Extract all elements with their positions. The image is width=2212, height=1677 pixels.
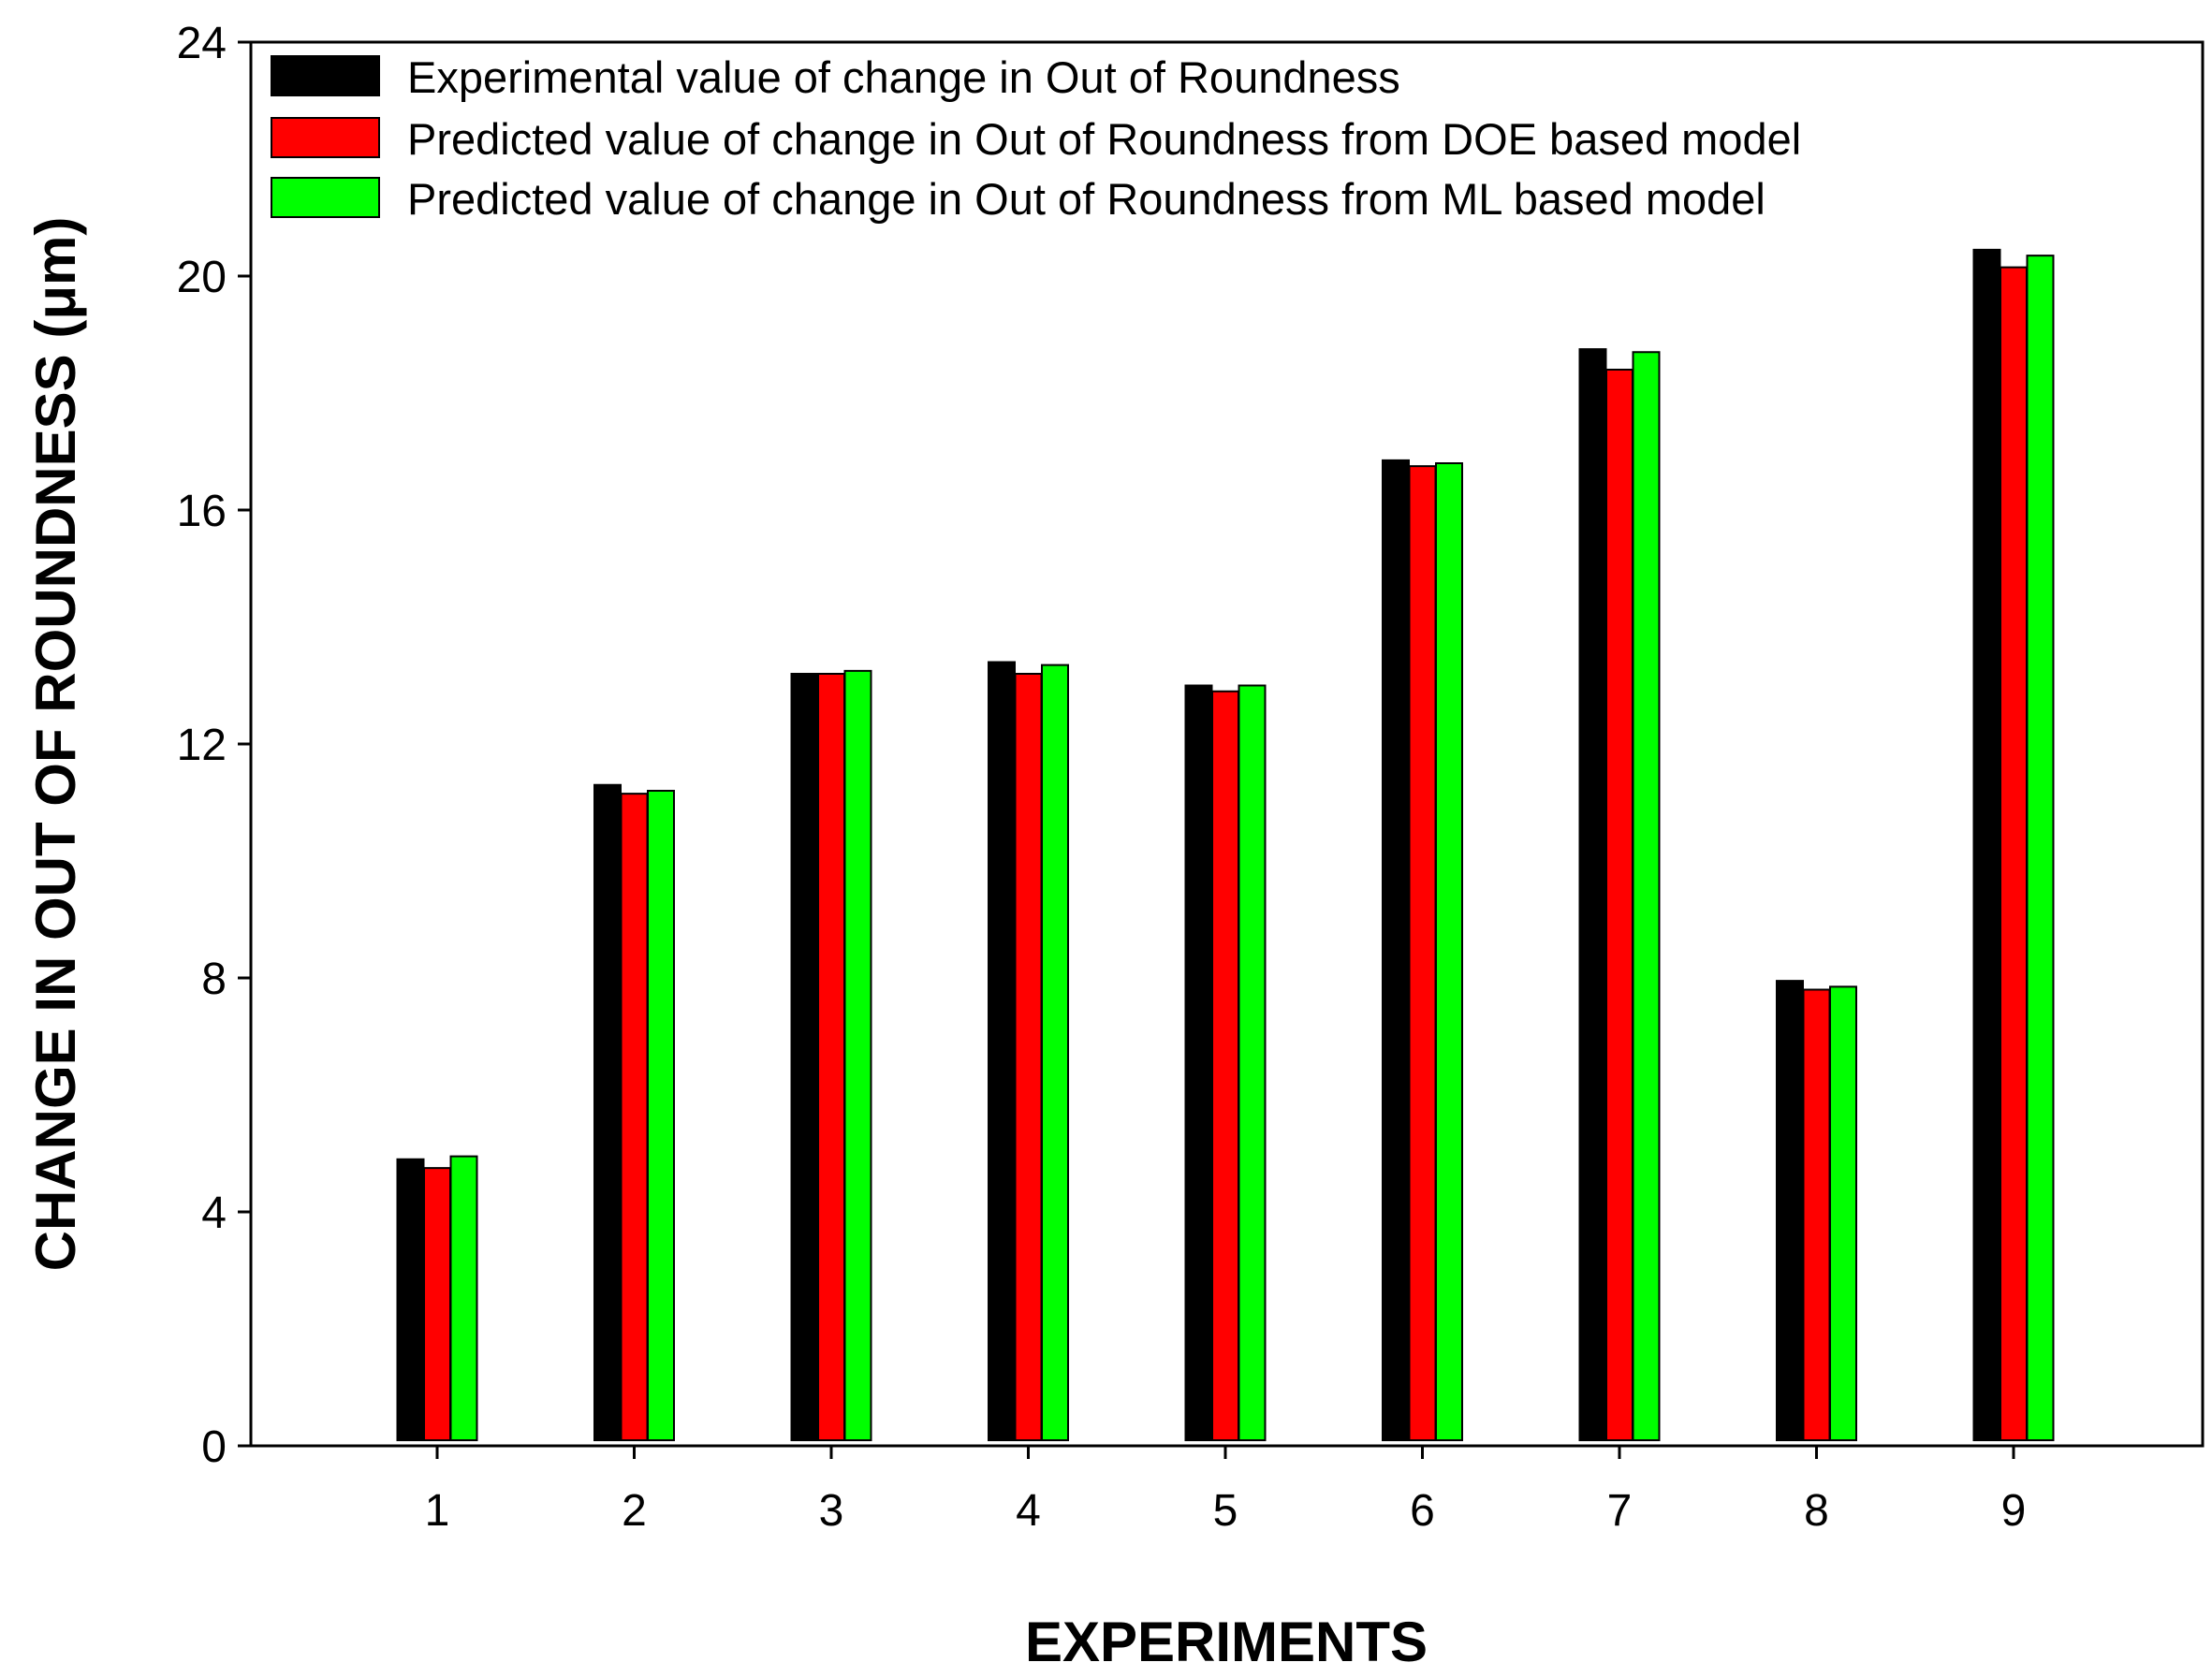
bar-series-2-exp-3 — [817, 673, 845, 1441]
legend-label-2: Predicted value of change in Out of Roun… — [407, 114, 1801, 164]
y-tick-label: 20 — [177, 253, 227, 302]
bar-series-3-exp-2 — [647, 790, 675, 1441]
bar-series-2-exp-8 — [1802, 988, 1831, 1441]
legend-swatch-1 — [271, 55, 380, 96]
x-tick-label: 2 — [622, 1486, 647, 1536]
bar-series-3-exp-5 — [1238, 684, 1267, 1441]
bar-series-3-exp-8 — [1829, 985, 1857, 1441]
legend-label-1: Experimental value of change in Out of R… — [407, 52, 1400, 102]
x-tick-label: 3 — [819, 1486, 844, 1536]
legend-swatch-3 — [271, 177, 380, 218]
y-tick-label: 16 — [177, 487, 227, 536]
x-axis-title: EXPERIMENTS — [1025, 1611, 1428, 1673]
y-tick-label: 0 — [201, 1422, 227, 1472]
bar-series-2-exp-7 — [1605, 369, 1633, 1441]
bar-series-3-exp-9 — [2026, 255, 2055, 1441]
y-tick-label: 8 — [201, 955, 227, 1004]
bar-series-3-exp-7 — [1632, 351, 1661, 1441]
bar-series-1-exp-6 — [1382, 459, 1410, 1441]
bar-series-1-exp-1 — [396, 1158, 425, 1441]
bar-series-1-exp-7 — [1578, 348, 1607, 1441]
bar-series-3-exp-1 — [449, 1155, 478, 1441]
bar-series-2-exp-2 — [620, 793, 649, 1441]
y-axis-title: CHANGE IN OUT OF ROUNDNESS (μm) — [24, 217, 87, 1272]
bar-series-1-exp-9 — [1972, 248, 2001, 1441]
x-tick-label: 1 — [425, 1486, 450, 1536]
bar-series-2-exp-5 — [1211, 690, 1239, 1441]
x-axis: 1 2 3 4 5 6 7 8 9 — [425, 1446, 2027, 1536]
bar-series-3-exp-4 — [1041, 664, 1069, 1441]
bar-series-2-exp-4 — [1014, 673, 1043, 1441]
bar-series-2-exp-9 — [2000, 266, 2028, 1441]
legend: Experimental value of change in Out of R… — [271, 52, 1801, 224]
bar-series-2-exp-1 — [423, 1167, 451, 1441]
bar-series-1-exp-4 — [988, 661, 1016, 1441]
y-tick-label: 12 — [177, 721, 227, 770]
bars — [396, 248, 2055, 1441]
bar-series-3-exp-3 — [843, 669, 872, 1441]
y-tick-label: 4 — [201, 1188, 227, 1238]
bar-series-1-exp-5 — [1184, 684, 1213, 1441]
bar-series-3-exp-6 — [1435, 462, 1463, 1441]
x-tick-label: 7 — [1607, 1486, 1633, 1536]
x-tick-label: 4 — [1016, 1486, 1041, 1536]
bar-series-1-exp-2 — [593, 783, 622, 1441]
x-tick-label: 9 — [2001, 1486, 2027, 1536]
x-tick-label: 5 — [1213, 1486, 1238, 1536]
y-axis: 0 4 8 12 16 20 24 — [177, 19, 251, 1472]
x-tick-label: 6 — [1410, 1486, 1435, 1536]
legend-label-3: Predicted value of change in Out of Roun… — [407, 174, 1765, 224]
x-tick-label: 8 — [1804, 1486, 1829, 1536]
y-tick-label: 24 — [177, 19, 227, 68]
legend-swatch-2 — [271, 117, 380, 158]
bar-series-1-exp-3 — [790, 673, 819, 1441]
bar-series-2-exp-6 — [1408, 465, 1437, 1441]
bar-series-1-exp-8 — [1776, 980, 1804, 1441]
